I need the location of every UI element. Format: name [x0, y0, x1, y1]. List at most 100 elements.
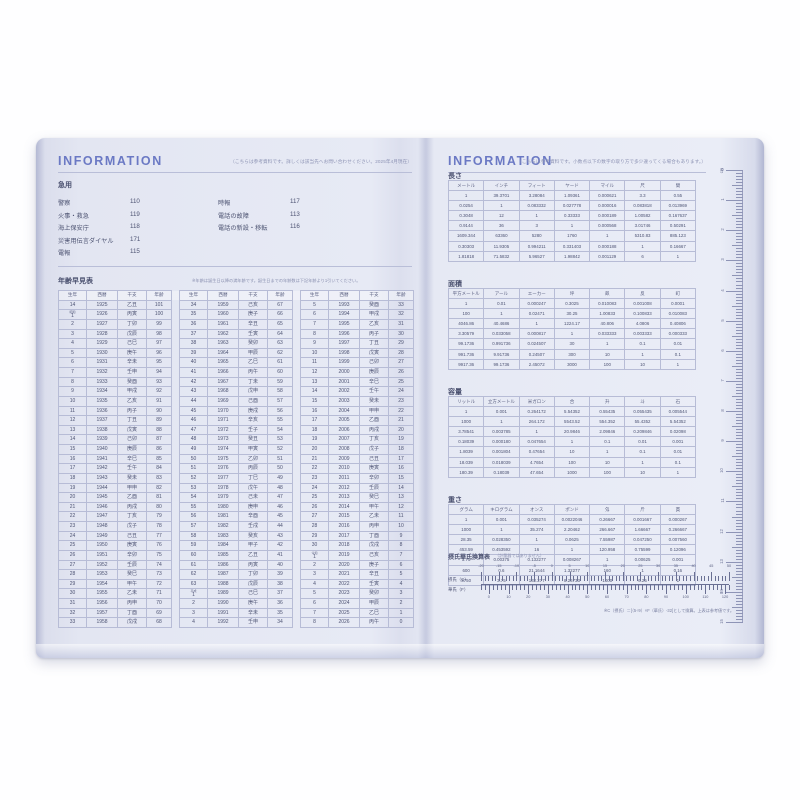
- temp-chart-title: 摂氏華氏換算表: [448, 555, 491, 561]
- conversion-cell: 0.027778: [553, 200, 591, 212]
- celsius-tick-label: -10: [513, 564, 520, 568]
- ruler-tick: [736, 555, 743, 557]
- ruler-tick: [736, 585, 743, 587]
- age-cell: 26: [388, 367, 414, 378]
- age-cell: 辛亥: [238, 415, 268, 426]
- age-column-header: 干支: [117, 290, 147, 301]
- age-cell: 83: [146, 472, 172, 484]
- age-cell: 辛卯: [359, 472, 389, 484]
- age-table-gap: [172, 522, 180, 532]
- age-cell: 2016: [328, 521, 360, 532]
- conversion-cell: 0.75599: [624, 544, 661, 556]
- conversion-cell: 0.001: [483, 514, 520, 526]
- ruler-number: 12: [719, 528, 725, 534]
- fahrenheit-tick: [520, 584, 521, 590]
- table-row: 100 1 0.02471 30.25 1.00833 0.100833 0.010083: [447, 308, 697, 320]
- age-cell: 1964: [207, 347, 239, 359]
- age-cell: 2020: [328, 559, 360, 571]
- age-cell: 庚申: [238, 501, 268, 513]
- age-table-gap: [172, 435, 180, 445]
- age-cell: 癸卯: [359, 588, 389, 599]
- age-cell: 1948: [86, 521, 118, 532]
- conversion-cell: 0.001804: [483, 446, 520, 458]
- celsius-tick: [558, 576, 560, 581]
- conversion-cell: 1609.344: [447, 230, 485, 242]
- ruler-tick: [736, 579, 743, 581]
- celsius-tick: [527, 576, 528, 581]
- age-cell: 29: [300, 530, 329, 542]
- age-column-header: 西暦: [86, 290, 118, 301]
- conversion-cell: 1: [447, 514, 485, 526]
- ruler-tick: [736, 179, 743, 180]
- age-cell: 2004: [328, 405, 360, 417]
- ruler-tick: [736, 513, 743, 515]
- age-cell: 63: [267, 338, 293, 349]
- celsius-tick: [658, 572, 659, 581]
- age-cell: 48: [267, 482, 293, 494]
- fahrenheit-tick: [567, 584, 569, 594]
- conversion-column-header: アール: [483, 287, 520, 300]
- fahrenheit-tick: [729, 584, 730, 590]
- conversion-cell: 0.1: [659, 348, 697, 360]
- table-row: 991.736 9.91736 0.24507 300 10 1 0.1: [447, 348, 697, 360]
- age-cell: 2005: [328, 415, 360, 426]
- age-cell: 2017: [328, 530, 360, 542]
- age-column-header: 干支: [359, 290, 389, 301]
- age-cell: 癸未: [359, 395, 389, 407]
- conversion-cell: 5.54352: [659, 416, 697, 428]
- conversion-cell: 47.654: [518, 466, 555, 478]
- age-cell: 庚辰: [117, 444, 147, 455]
- conversion-cell: 5.54352: [553, 406, 591, 418]
- ruler-tick: [736, 489, 743, 490]
- age-table-gap: [293, 348, 301, 358]
- age-cell: 1991: [207, 607, 239, 619]
- celsius-tick: [697, 576, 698, 581]
- ruler-tick: [726, 531, 743, 533]
- era-name: 昭和: [69, 310, 76, 315]
- book-right-edge: [755, 138, 764, 658]
- fahrenheit-tick: [634, 584, 636, 590]
- ruler-tick: [736, 597, 743, 599]
- ruler-tick: [736, 203, 743, 204]
- conversion-cell: 1: [659, 250, 697, 262]
- age-table-gap: [293, 406, 301, 416]
- table-row: 12 1937 丁丑 89 46 1971 辛亥 55 17 2005 乙酉 21: [58, 415, 414, 426]
- era-name: 平成: [190, 589, 197, 594]
- table-row: 32 1957 丁酉 69 3 1991 辛未 35 7 2025 乙巳 1: [58, 607, 414, 619]
- ruler-tick: [736, 405, 743, 406]
- age-cell: 辛卯: [117, 549, 147, 561]
- age-cell: 35: [179, 309, 208, 320]
- age-cell: 壬寅: [359, 578, 389, 590]
- age-cell: 21: [58, 501, 87, 513]
- ruler-number: 7: [719, 379, 725, 382]
- age-cell: 61: [267, 357, 293, 368]
- age-cell: 1931: [86, 357, 118, 368]
- right-header-divider: [448, 172, 706, 173]
- age-table-gap: [293, 377, 301, 387]
- age-cell: 甲寅: [238, 444, 268, 455]
- age-cell: 51: [179, 463, 208, 474]
- ruler-tick: [736, 296, 743, 298]
- fahrenheit-tick-label: 70: [624, 595, 629, 599]
- age-table-gap: [172, 550, 180, 560]
- table-row: 453.59 0.453592 16 1 120.958 0.75599 0.12096: [447, 544, 697, 556]
- ruler-tick: [736, 480, 743, 481]
- ruler-tick: [736, 221, 743, 222]
- age-cell: 41: [267, 549, 293, 561]
- age-cell: 22: [300, 463, 329, 474]
- ruler-tick: [736, 414, 743, 415]
- age-cell: 癸巳: [359, 492, 389, 503]
- age-cell: 14: [58, 434, 87, 445]
- conversion-cell: 99.1736: [447, 338, 485, 350]
- age-cell: 43: [267, 530, 293, 542]
- ruler-tick: [736, 570, 743, 572]
- age-cell: 戊寅: [359, 347, 389, 359]
- conversion-cell: 0.55435: [589, 406, 626, 418]
- ruler-number: 8: [719, 409, 725, 412]
- ruler-number: 9: [719, 439, 725, 442]
- age-cell: 25: [388, 376, 414, 388]
- fahrenheit-tick: [709, 584, 710, 590]
- fahrenheit-tick: [697, 584, 698, 590]
